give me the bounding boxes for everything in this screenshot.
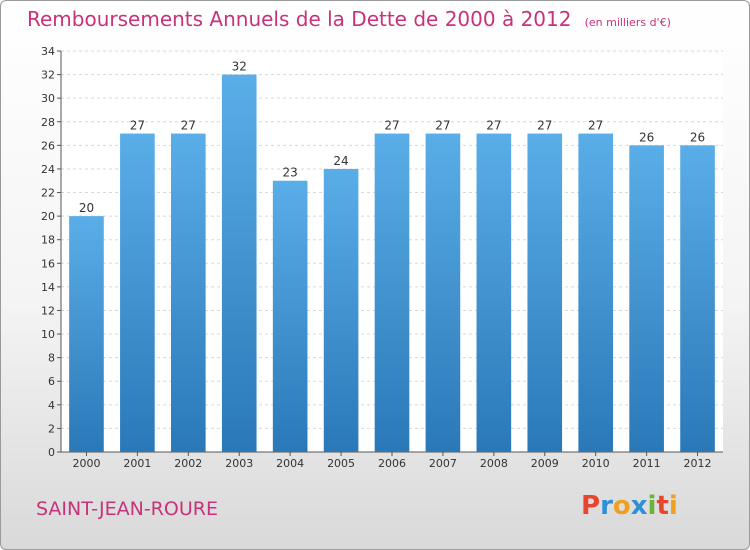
bar <box>272 180 308 452</box>
bar-value-label: 27 <box>588 119 603 133</box>
bar <box>578 133 614 452</box>
bar <box>69 216 104 452</box>
bar <box>221 74 257 453</box>
y-tick-label: 6 <box>48 375 55 388</box>
bar-value-label: 20 <box>79 201 94 215</box>
y-tick-label: 30 <box>41 92 55 105</box>
x-tick-label: 2002 <box>174 457 202 470</box>
bar <box>374 133 410 452</box>
x-tick-label: 2007 <box>429 457 457 470</box>
bar <box>323 168 359 453</box>
x-tick-label: 2011 <box>633 457 661 470</box>
bar <box>425 133 461 452</box>
y-tick-label: 26 <box>41 139 55 152</box>
bar-value-label: 27 <box>130 119 145 133</box>
bar-value-label: 27 <box>384 119 399 133</box>
bar <box>680 145 715 452</box>
chart-title: Remboursements Annuels de la Dette de 20… <box>27 7 572 31</box>
bar-value-label: 27 <box>181 119 196 133</box>
bar <box>120 133 155 452</box>
bar-value-label: 26 <box>690 130 705 144</box>
y-tick-label: 16 <box>41 257 55 270</box>
x-tick-label: 2006 <box>378 457 406 470</box>
x-tick-label: 2012 <box>684 457 712 470</box>
bar-value-label: 26 <box>639 130 654 144</box>
x-tick-label: 2001 <box>123 457 151 470</box>
y-tick-label: 20 <box>41 210 55 223</box>
bar-value-label: 23 <box>283 166 298 180</box>
bar <box>476 133 512 452</box>
bar-value-label: 32 <box>232 60 247 74</box>
bar <box>170 133 206 452</box>
logo-letter: x <box>630 491 648 521</box>
y-tick-label: 34 <box>41 45 55 58</box>
y-tick-label: 8 <box>48 352 55 365</box>
x-tick-label: 2004 <box>276 457 304 470</box>
y-tick-label: 4 <box>48 399 55 412</box>
bar-value-label: 24 <box>333 154 348 168</box>
bar-value-label: 27 <box>435 119 450 133</box>
y-tick-label: 10 <box>41 328 55 341</box>
y-tick-label: 28 <box>41 116 55 129</box>
logo-letter: t <box>656 491 669 521</box>
bar <box>629 145 664 452</box>
proxiti-logo: Proxiti <box>581 491 678 521</box>
bar <box>527 133 563 452</box>
chart-unit: (en milliers d'€) <box>584 16 671 29</box>
y-tick-label: 12 <box>41 304 55 317</box>
chart-title-row: Remboursements Annuels de la Dette de 20… <box>27 7 671 31</box>
y-tick-label: 32 <box>41 69 55 82</box>
bar-value-label: 27 <box>537 119 552 133</box>
y-tick-label: 14 <box>41 281 55 294</box>
y-tick-label: 22 <box>41 187 55 200</box>
logo-letter: o <box>612 491 631 521</box>
x-tick-label: 2009 <box>531 457 559 470</box>
bar-value-label: 27 <box>486 119 501 133</box>
x-tick-label: 2003 <box>225 457 253 470</box>
logo-letter: r <box>600 491 613 521</box>
commune-name: SAINT-JEAN-ROURE <box>36 498 218 520</box>
x-tick-label: 2005 <box>327 457 355 470</box>
y-tick-label: 2 <box>48 422 55 435</box>
y-tick-label: 18 <box>41 234 55 247</box>
x-tick-label: 2010 <box>582 457 610 470</box>
x-tick-label: 2000 <box>72 457 100 470</box>
logo-letter: i <box>647 491 657 521</box>
y-tick-label: 24 <box>41 163 55 176</box>
logo-letter: i <box>668 491 678 521</box>
logo-letter: P <box>581 491 601 521</box>
x-tick-label: 2008 <box>480 457 508 470</box>
y-tick-label: 0 <box>48 446 55 459</box>
